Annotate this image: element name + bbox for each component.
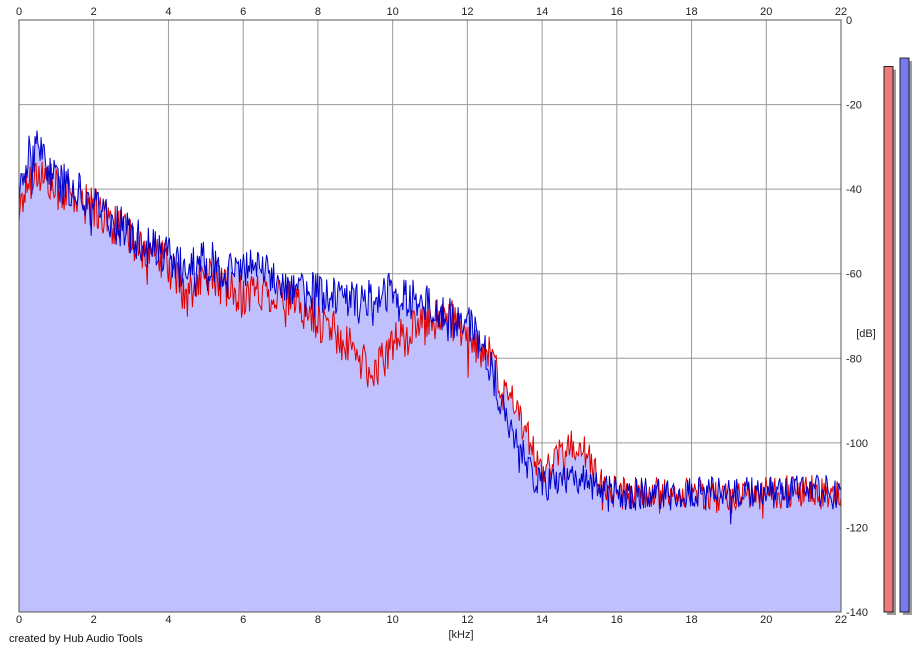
level-meter-bar [899,57,910,613]
x-tick-label-top: 12 [461,6,473,18]
x-tick-label-bottom: 18 [685,614,697,626]
x-tick-label-top: 16 [611,6,623,18]
level-meter-bar [883,66,894,613]
x-axis-unit-label: [kHz] [448,629,473,641]
x-tick-label-top: 22 [835,6,847,18]
x-tick-label-bottom: 22 [835,614,847,626]
x-tick-label-top: 18 [685,6,697,18]
x-tick-label-bottom: 16 [611,614,623,626]
y-tick-label: -40 [846,184,862,196]
credit-text: created by Hub Audio Tools [9,633,143,645]
x-tick-label-bottom: 8 [315,614,321,626]
y-tick-label: -120 [846,522,868,534]
x-tick-label-top: 6 [240,6,246,18]
y-axis-ticks: 0 -20 -40 -60 -80 -100 -120 -140 [846,15,868,619]
x-tick-label-top: 4 [165,6,171,18]
x-tick-label-top: 20 [760,6,772,18]
x-tick-label-top: 10 [387,6,399,18]
x-tick-label-bottom: 6 [240,614,246,626]
x-tick-label-bottom: 20 [760,614,772,626]
x-tick-label-bottom: 4 [165,614,171,626]
level-meters [883,57,912,616]
x-axis-bottom-ticks: 0 2 4 6 8 10 12 14 16 18 20 22 [16,614,847,626]
y-tick-label: 0 [846,15,852,27]
y-tick-label: -100 [846,438,868,450]
x-tick-label-top: 8 [315,6,321,18]
x-tick-label-top: 14 [536,6,548,18]
y-tick-label: -80 [846,353,862,365]
y-tick-label: -20 [846,100,862,112]
x-tick-label-top: 2 [91,6,97,18]
spectrum-fill-area [19,130,841,612]
x-tick-label-bottom: 2 [91,614,97,626]
x-tick-label-top: 0 [16,6,22,18]
plot-frame [18,19,842,613]
x-tick-label-bottom: 14 [536,614,548,626]
x-tick-label-bottom: 10 [387,614,399,626]
y-axis-unit-label: [dB] [856,328,876,340]
series-line-1 [18,130,842,525]
x-tick-label-bottom: 0 [16,614,22,626]
x-tick-label-bottom: 12 [461,614,473,626]
x-axis-top-ticks: 0 2 4 6 8 10 12 14 16 18 20 22 [16,6,847,18]
series-lines [18,130,842,525]
y-tick-label: -140 [846,607,868,619]
y-tick-label: -60 [846,269,862,281]
